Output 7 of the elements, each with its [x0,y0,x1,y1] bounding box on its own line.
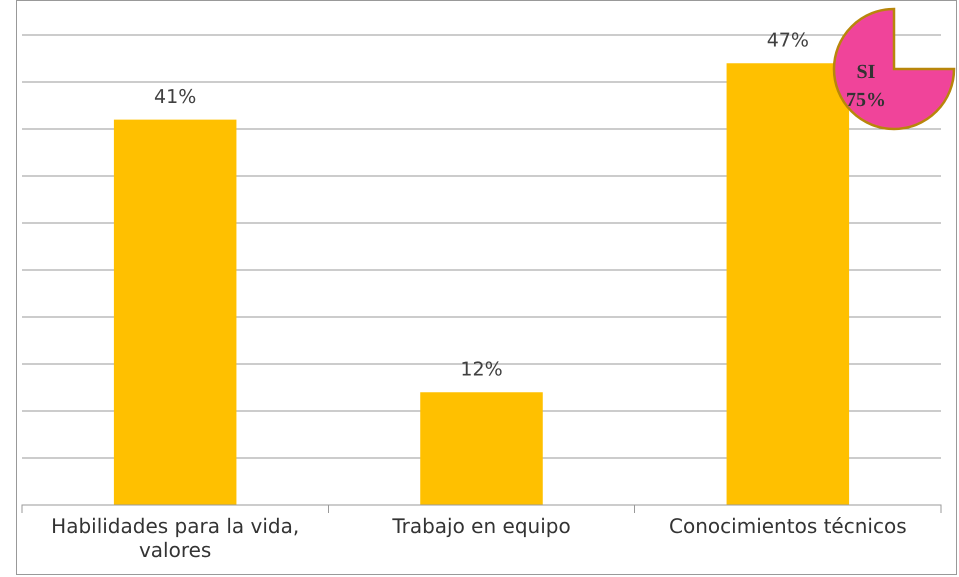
x-tick-label: Habilidades para la vida, valores [51,514,300,562]
annotation: SI 75% [845,60,887,113]
data-label: 41% [154,86,196,108]
x-tick-label: Trabajo en equipo [391,514,571,538]
data-label: 47% [766,30,809,52]
x-tick-label: Conocimientos técnicos [669,514,907,538]
data-label: 12% [460,358,503,381]
